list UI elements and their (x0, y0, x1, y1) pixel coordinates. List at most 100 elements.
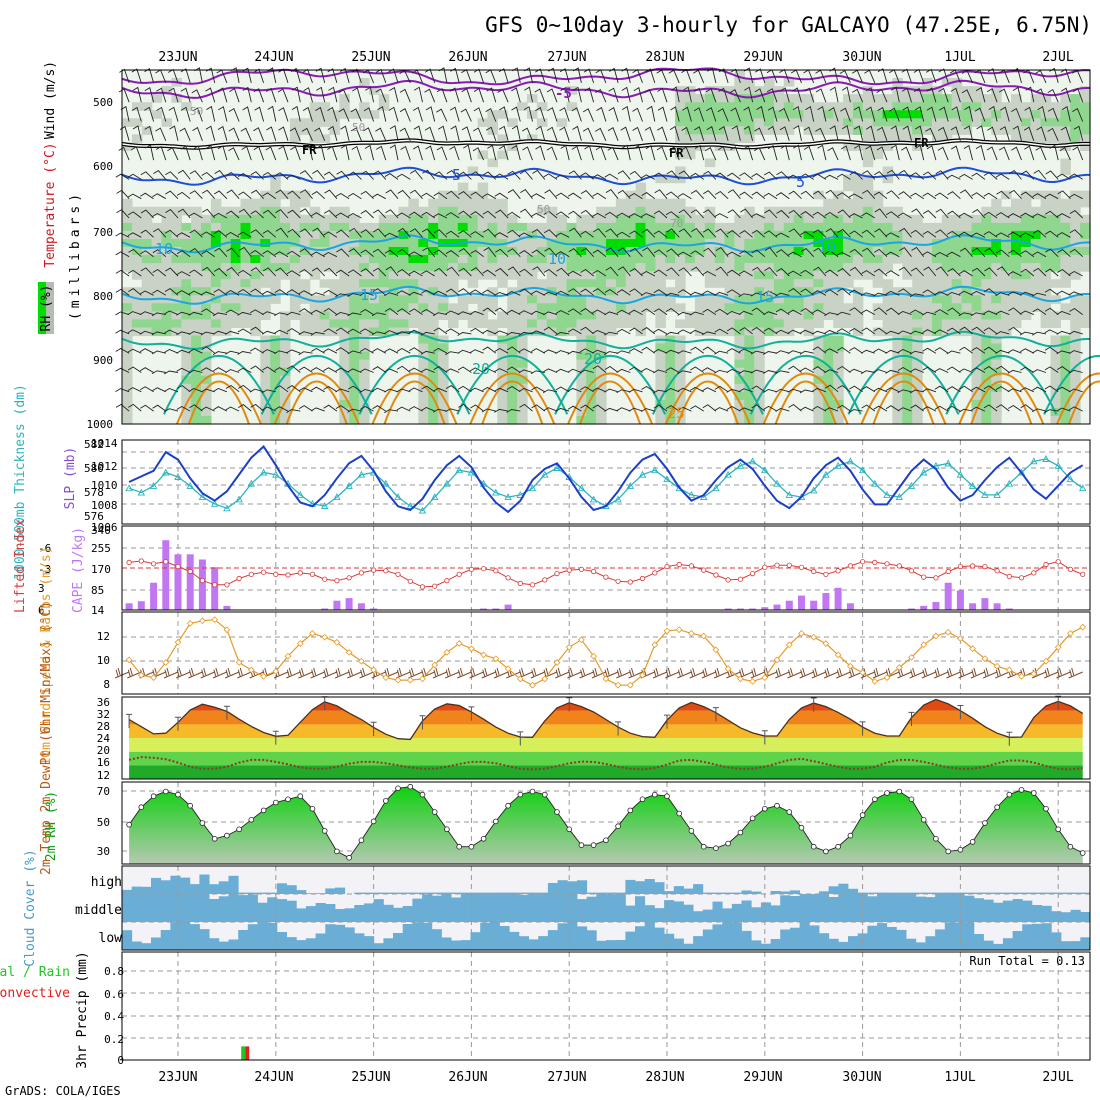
rh-cell (971, 239, 982, 248)
wind-barb (580, 326, 594, 335)
rh-cell (122, 287, 133, 296)
rh-cell (122, 311, 133, 320)
wind-barb (397, 189, 411, 200)
rh-cell (606, 230, 617, 240)
thickness-tick: 576 (84, 510, 104, 523)
cloud-cell (315, 933, 326, 950)
wind10m-marker (272, 667, 280, 675)
rh-cell (161, 271, 172, 280)
rh-cell (606, 222, 617, 232)
cape-bar (211, 567, 219, 610)
wind-barb (901, 68, 912, 84)
wind-barb (274, 172, 289, 180)
wind-barb (506, 409, 521, 413)
total-precip-bar (241, 1046, 246, 1060)
wind-barb (1056, 330, 1071, 335)
rh-cell (260, 335, 271, 345)
li-marker (603, 574, 609, 580)
wind-barb (946, 251, 961, 258)
rh-cell (161, 247, 172, 256)
rh-cell (517, 383, 528, 393)
cape-bar (1005, 608, 1013, 610)
rh-cell (714, 247, 726, 256)
cape-bar (956, 590, 964, 610)
rh-cell (319, 263, 331, 272)
rh-cell (270, 182, 281, 192)
rh-cell (892, 110, 903, 119)
rh-cell (329, 118, 340, 127)
rh-cell (912, 279, 923, 288)
cloud-cell (654, 908, 665, 922)
cloud-cell (547, 883, 558, 894)
rh-cell (596, 271, 607, 280)
rh-cell (655, 359, 666, 369)
li-marker (1080, 571, 1086, 577)
rh-cell (665, 287, 676, 296)
wind-barb (714, 308, 729, 315)
wind-barb (788, 209, 802, 219)
rh-cell (487, 118, 498, 127)
wind-barb (482, 193, 497, 200)
rh-cell (131, 319, 143, 328)
rh-cell (359, 110, 370, 119)
wind-barb (327, 106, 338, 122)
slp-tick: 1012 (91, 460, 118, 473)
wind-barb (848, 368, 863, 373)
wind-barb (507, 189, 521, 199)
contour-label: 70 (670, 217, 683, 230)
rh-cell (517, 279, 528, 288)
rh-cell (675, 110, 686, 119)
rh-cell (438, 359, 449, 369)
rh-cell (951, 295, 963, 304)
rh-cell (329, 327, 340, 337)
rh-cell (991, 319, 1002, 328)
rh-cell (151, 222, 163, 232)
rh-cell (833, 230, 844, 240)
wind-barb (800, 190, 815, 200)
wind-barb (327, 68, 338, 84)
rh-cell (517, 367, 528, 377)
rh-cell (922, 255, 933, 264)
cloud-cell (141, 886, 152, 894)
rh-cell (1060, 343, 1071, 353)
rh-cell (1060, 367, 1071, 377)
wind-barb (629, 170, 643, 180)
wind-barb (677, 193, 692, 200)
rh-cell (349, 391, 360, 401)
wind-barb (775, 408, 790, 412)
surface-wind-barb (298, 667, 313, 679)
wind-barb (371, 331, 386, 336)
wind-barb (1008, 404, 1022, 412)
rh-cell (981, 399, 992, 409)
wind10m-tick: 12 (97, 630, 110, 643)
wind-barb (592, 329, 607, 335)
rh-cell (388, 247, 400, 256)
rh-cell (1050, 214, 1061, 224)
cloud-cell (683, 943, 694, 950)
wind-barb (315, 106, 326, 122)
cloud-cell (731, 903, 742, 922)
cloud-cell (741, 900, 752, 922)
rh-cell (349, 383, 360, 393)
thickness-marker (247, 479, 256, 487)
rh-cell (734, 391, 745, 401)
cloud-cell (325, 904, 336, 922)
cloud-cell (1051, 911, 1062, 922)
li-marker (1067, 566, 1074, 573)
wind-barb (1012, 125, 1022, 141)
rh-cell (606, 319, 617, 328)
wind-barb (849, 347, 863, 354)
rh-cell (339, 351, 350, 361)
rh-cell (754, 335, 765, 345)
wind-barb (412, 145, 423, 161)
wind-barb (640, 292, 655, 296)
rh-cell (477, 222, 489, 232)
rh-cell (882, 214, 894, 224)
rh-cell (201, 230, 212, 240)
wind-barb (347, 192, 362, 200)
rh-cell (645, 198, 656, 208)
rh-cell (675, 319, 686, 328)
rh-cell (359, 319, 370, 328)
wind-barb (800, 231, 814, 238)
wind-barb (433, 192, 448, 200)
